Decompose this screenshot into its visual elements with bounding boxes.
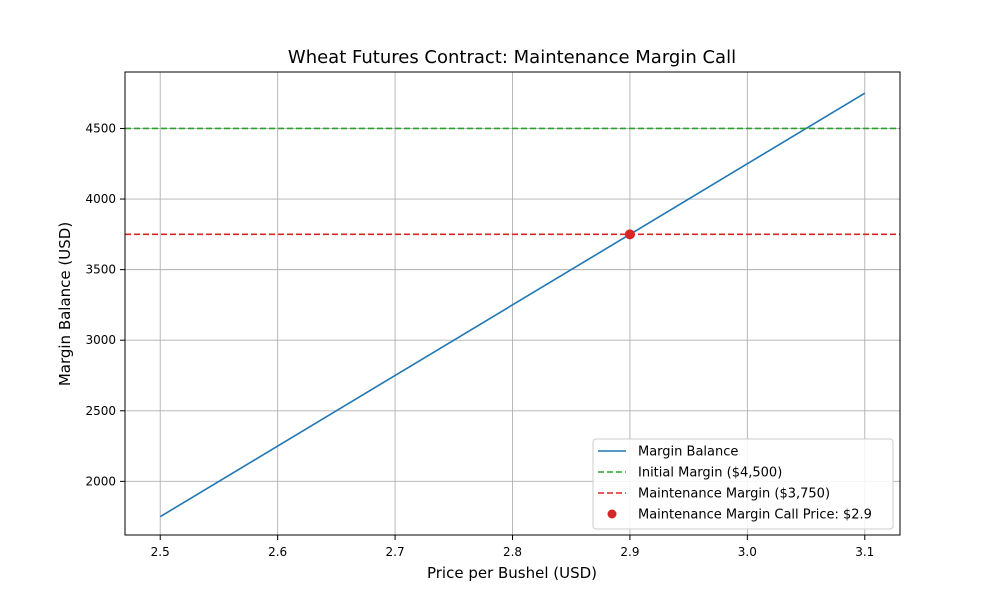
- legend-box: [592, 438, 894, 530]
- y-tick-label: 4500: [85, 121, 116, 135]
- y-axis-label: Margin Balance (USD): [56, 222, 74, 386]
- legend-entry-label: Maintenance Margin ($3,750): [638, 487, 830, 502]
- x-tick-label: 2.5: [151, 545, 170, 559]
- legend-entry-label: Maintenance Margin Call Price: $2.9: [638, 508, 872, 523]
- x-tick-label: 2.9: [620, 545, 639, 559]
- legend: Margin Balance Initial Margin ($4,500) Mai…: [592, 438, 894, 530]
- y-tick-label: 4000: [85, 192, 116, 206]
- chart-title: Wheat Futures Contract: Maintenance Marg…: [288, 47, 736, 68]
- margin-call-point: [624, 229, 635, 240]
- y-tick-label: 3500: [85, 263, 116, 277]
- x-tick-label: 3.0: [738, 545, 757, 559]
- margin-balance-line: [159, 92, 866, 518]
- axis-ticks: 2.5 2.6 2.7 2.8 2.9 3.0 3.1 2000 2500 3000 3500 400…: [85, 121, 874, 559]
- x-tick-label: 2.7: [386, 545, 405, 559]
- x-tick-label: 2.6: [268, 545, 287, 559]
- x-tick-label: 2.8: [503, 545, 522, 559]
- x-tick-label: 3.1: [855, 545, 874, 559]
- x-axis-label: Price per Bushel (USD): [427, 564, 597, 582]
- plot-series: [125, 92, 900, 518]
- y-tick-label: 2500: [85, 404, 116, 418]
- legend-entry-label: Initial Margin ($4,500): [638, 466, 782, 481]
- legend-point-swatch: [607, 509, 617, 519]
- y-tick-label: 2000: [85, 474, 116, 488]
- y-tick-label: 3000: [85, 333, 116, 347]
- legend-entry-label: Margin Balance: [638, 445, 738, 460]
